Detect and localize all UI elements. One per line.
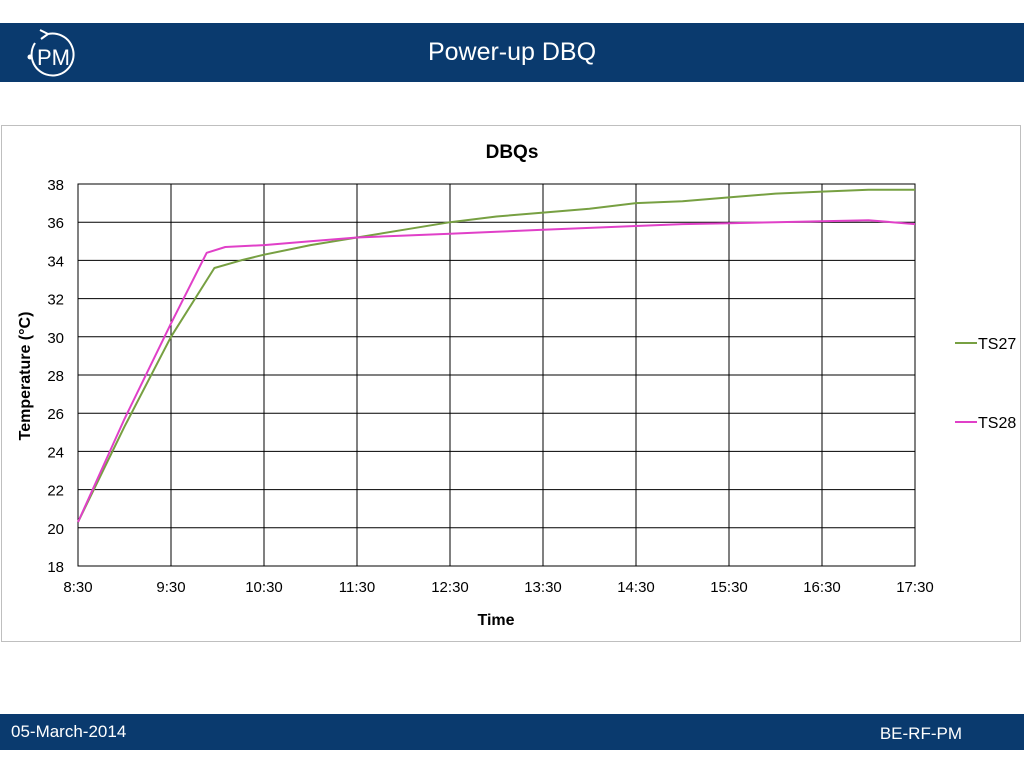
tick-layer: 18 20 22 24 26 28 30 32 34 36 38 8:30 9:30 10:30 11:30… <box>47 177 933 596</box>
logo-text: PM <box>37 45 70 70</box>
y-tick-label: 38 <box>47 177 64 194</box>
y-tick-label: 34 <box>47 253 64 270</box>
y-tick-label: 24 <box>47 444 64 461</box>
x-tick-label: 8:30 <box>63 579 92 596</box>
y-tick-label: 30 <box>47 330 64 347</box>
slide-footer: 05-March-2014 BE-RF-PM <box>0 714 1024 750</box>
series-line-ts28 <box>77 219 916 523</box>
footer-date: 05-March-2014 <box>11 722 127 741</box>
legend-label-ts28: TS28 <box>978 415 1016 432</box>
slide-title: Power-up DBQ <box>427 38 597 66</box>
series-line-ts27 <box>77 188 915 523</box>
y-tick-label: 18 <box>47 559 64 576</box>
grid-layer <box>77 183 916 567</box>
x-tick-label: 14:30 <box>617 579 655 596</box>
chart-title: DBQs <box>486 142 539 163</box>
x-tick-label: 16:30 <box>803 579 841 596</box>
chart-frame: DBQs 18 20 22 24 26 28 30 32 34 36 38 8:30 9:30 10:30… <box>1 125 1021 642</box>
pm-logo-icon: PM <box>27 29 75 77</box>
y-tick-label: 22 <box>47 483 64 500</box>
x-tick-label: 9:30 <box>156 579 185 596</box>
y-tick-label: 36 <box>47 215 64 232</box>
temperature-chart: DBQs 18 20 22 24 26 28 30 32 34 36 38 8:30 9:30 10:30… <box>17 142 1016 629</box>
y-tick-label: 32 <box>47 292 64 309</box>
x-axis-label: Time <box>477 612 514 629</box>
legend: TS27 TS28 <box>955 336 1016 432</box>
y-tick-label: 28 <box>47 368 64 385</box>
x-tick-label: 10:30 <box>245 579 283 596</box>
series-layer <box>77 188 916 523</box>
x-tick-label: 17:30 <box>896 579 934 596</box>
y-tick-label: 26 <box>47 406 64 423</box>
x-tick-label: 15:30 <box>710 579 748 596</box>
y-axis-label: Temperature (°C) <box>17 312 34 441</box>
legend-label-ts27: TS27 <box>978 336 1016 353</box>
x-tick-label: 11:30 <box>339 579 375 596</box>
y-tick-label: 20 <box>47 521 64 538</box>
slide-header: PM Power-up DBQ <box>0 23 1024 82</box>
x-tick-label: 12:30 <box>431 579 469 596</box>
plot-border <box>77 183 916 567</box>
x-tick-label: 13:30 <box>524 579 562 596</box>
footer-department: BE-RF-PM <box>879 724 962 743</box>
